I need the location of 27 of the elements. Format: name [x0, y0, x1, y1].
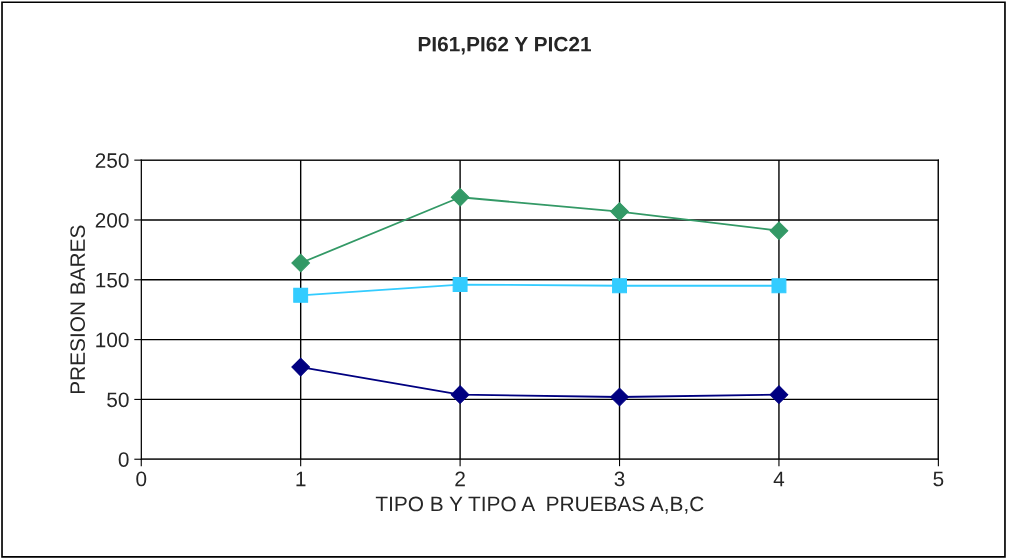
x-tick-label: 0 [136, 471, 147, 487]
point [293, 287, 309, 303]
point [769, 385, 789, 404]
point [291, 253, 311, 273]
y-tick-label: 50 [107, 392, 129, 408]
y-tick-label: 150 [96, 272, 129, 288]
x-tick-label: 3 [614, 471, 625, 487]
x-tick-label: 5 [933, 471, 944, 487]
y-tick-label: 0 [118, 452, 129, 467]
point [610, 202, 629, 221]
y-tick-label: 250 [95, 153, 129, 168]
point [450, 187, 470, 207]
point [452, 277, 468, 293]
x-tick-label: 1 [296, 471, 306, 487]
point [610, 387, 629, 407]
point [771, 278, 787, 294]
point [612, 278, 627, 294]
y-axis-title: PRESION BARES [70, 225, 86, 394]
point [450, 385, 470, 404]
y-tick-label: 200 [95, 212, 129, 228]
y-tick-label: 100 [96, 332, 129, 348]
chart-title: PI61,PI62 Y PIC21 [418, 36, 591, 55]
x-tick-label: 4 [773, 471, 785, 487]
point [291, 357, 311, 377]
point [769, 221, 789, 241]
x-tick-label: 2 [455, 471, 465, 487]
x-axis-title: TIPO B Y TIPO A PRUEBAS A,B,C [375, 496, 704, 514]
